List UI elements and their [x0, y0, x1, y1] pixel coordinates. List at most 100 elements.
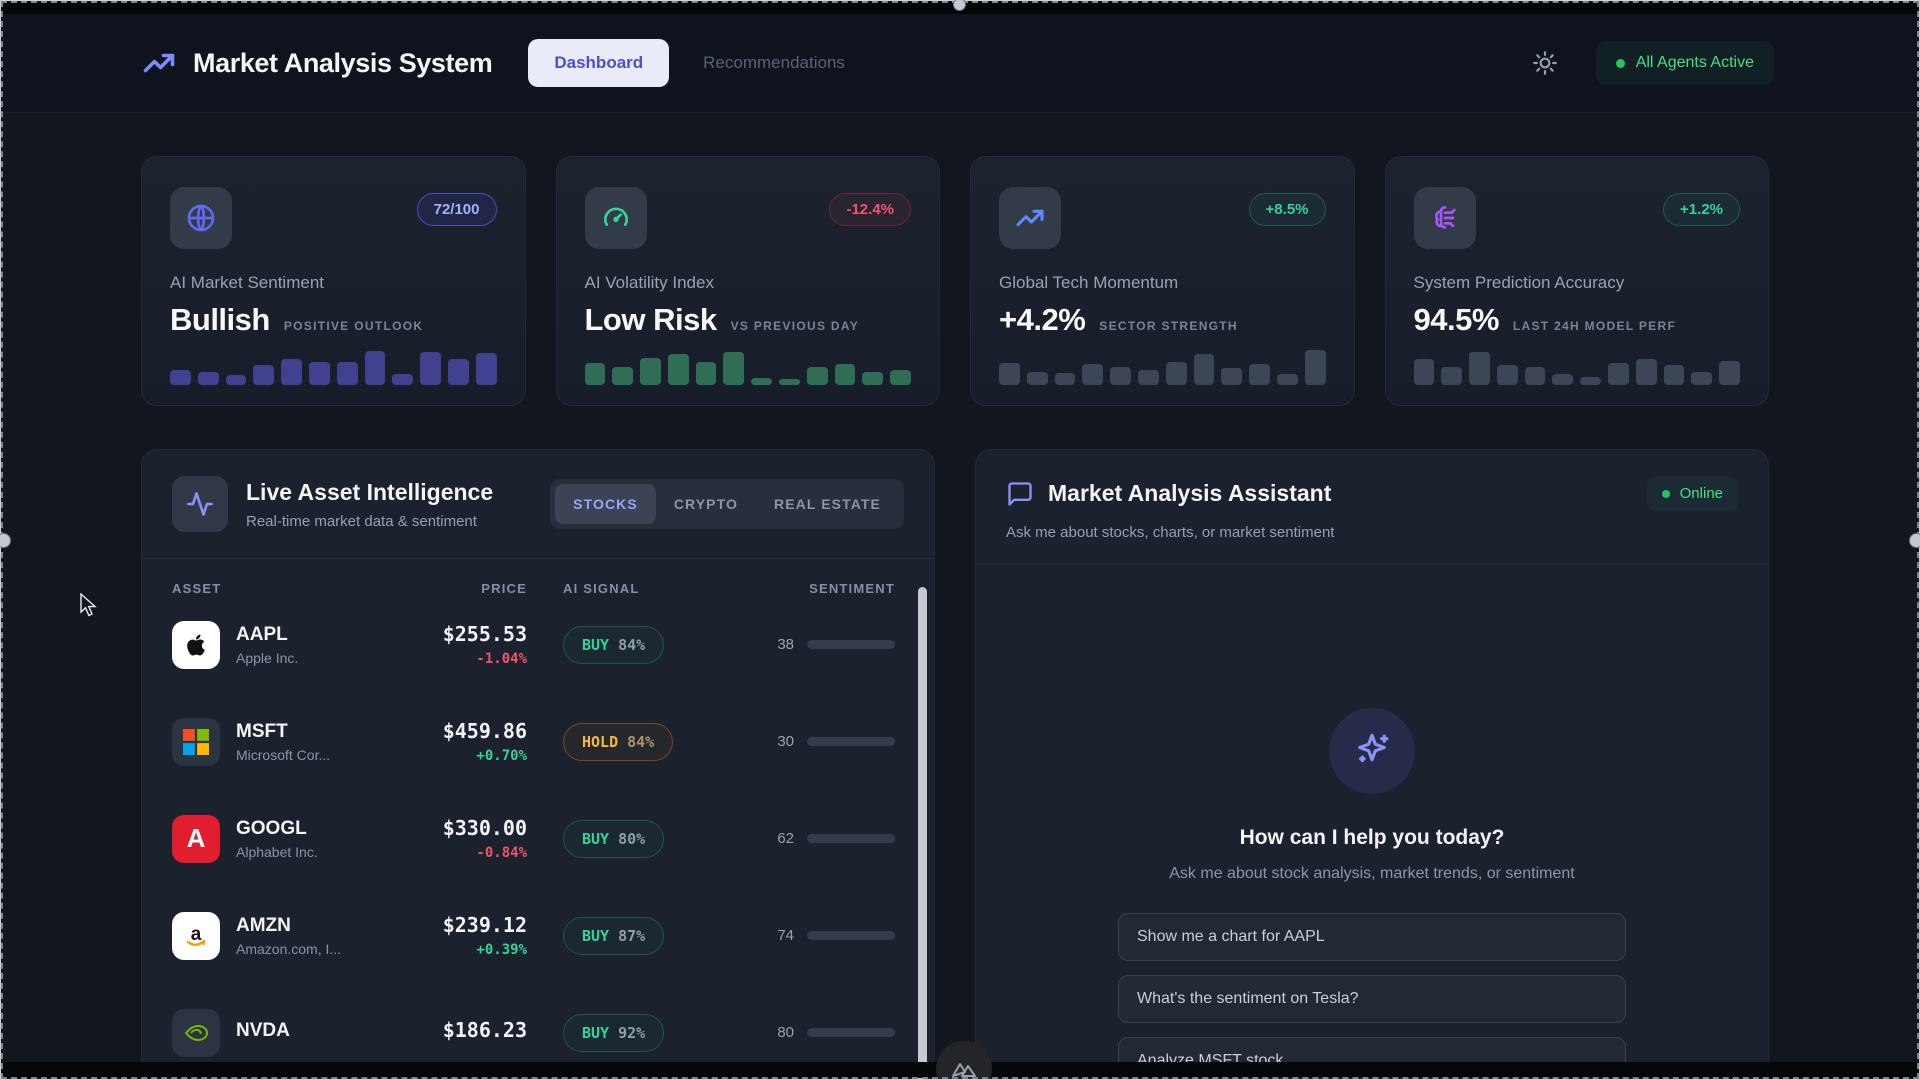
panel-title: Live Asset Intelligence: [246, 478, 494, 505]
sentiment-value: 30: [777, 733, 794, 750]
price-change: -0.84%: [476, 845, 527, 861]
mini-bar-chart: [584, 341, 912, 385]
mini-bar-chart: [999, 341, 1326, 385]
live-asset-panel: Live Asset Intelligence Real-time market…: [141, 449, 935, 1079]
card-badge: 72/100: [416, 193, 497, 226]
table-row[interactable]: a AMZN Amazon.com, I... $239.12 +0.39%: [142, 887, 934, 984]
card-label: AI Market Sentiment: [170, 273, 325, 292]
signal-label: BUY: [582, 1023, 610, 1042]
table-scrollbar[interactable]: [918, 587, 927, 1079]
table-row[interactable]: NVDA $186.23 BUY 92% 80: [142, 984, 934, 1079]
recorder-watermark[interactable]: [936, 1041, 992, 1079]
assistant-panel: Market Analysis Assistant Online Ask me …: [975, 449, 1769, 1079]
sentiment-value: 62: [777, 830, 794, 847]
googl-logo: A: [172, 814, 220, 863]
stat-cards-row: 72/100 AI Market Sentiment Bullish POSIT…: [141, 156, 1769, 406]
signal-pill: BUY 84%: [563, 625, 665, 664]
card-sublabel: LAST 24H MODEL PERF: [1512, 319, 1677, 333]
trending-up-logo-icon: [143, 53, 175, 73]
card-badge: -12.4%: [829, 193, 911, 226]
signal-confidence: 87%: [618, 926, 646, 945]
asset-symbol: AAPL: [236, 623, 288, 645]
sentiment-bar: [807, 834, 895, 843]
card-sublabel: SECTOR STRENGTH: [1099, 319, 1238, 333]
card-system-prediction-accuracy: +1.2% System Prediction Accuracy 94.5% L…: [1384, 156, 1769, 406]
col-asset: ASSET: [172, 581, 222, 596]
signal-label: HOLD: [582, 732, 619, 751]
gauge-icon: [584, 187, 647, 249]
theme-toggle-sun-icon[interactable]: [1532, 50, 1558, 76]
mini-bar-chart: [170, 341, 497, 385]
trending-up-icon: [999, 187, 1061, 249]
asset-symbol: GOOGL: [236, 817, 307, 839]
price-change: -1.04%: [476, 651, 527, 667]
signal-label: BUY: [582, 635, 610, 654]
mouse-cursor: [80, 593, 97, 617]
tab-stocks[interactable]: STOCKS: [555, 484, 656, 524]
nav-dashboard[interactable]: Dashboard: [528, 39, 670, 87]
card-value: 94.5%: [1413, 302, 1500, 337]
table-row[interactable]: AAPL Apple Inc. $255.53 -1.04% BUY 84% 3…: [142, 596, 934, 693]
table-row[interactable]: MSFT Microsoft Cor... $459.86 +0.70% HOL…: [142, 693, 934, 790]
card-sublabel: VS PREVIOUS DAY: [730, 319, 860, 333]
resize-handle-right[interactable]: [1909, 533, 1920, 548]
sentiment-value: 80: [777, 1024, 794, 1041]
suggestion-chart-aapl[interactable]: Show me a chart for AAPL: [1118, 913, 1626, 961]
table-row[interactable]: A GOOGL Alphabet Inc. $330.00 -0.84% BUY…: [142, 790, 934, 887]
card-badge: +1.2%: [1663, 193, 1740, 226]
signal-label: BUY: [582, 926, 610, 945]
col-ai-signal: AI SIGNAL: [563, 581, 640, 596]
sentiment-bar: [807, 931, 895, 940]
signal-label: BUY: [582, 829, 610, 848]
nav-recommendations[interactable]: Recommendations: [703, 53, 845, 72]
nvda-logo: [172, 1008, 220, 1057]
asset-price: $459.86: [442, 719, 527, 743]
activity-pulse-icon: [172, 476, 228, 532]
tab-real-estate[interactable]: REAL ESTATE: [774, 496, 881, 512]
resize-handle-top[interactable]: [953, 0, 966, 11]
suggestion-list: Show me a chart for AAPL What's the sent…: [976, 913, 1768, 1079]
signal-pill: BUY 80%: [563, 819, 665, 858]
asset-company: Amazon.com, I...: [236, 940, 342, 957]
app-header: Market Analysis System Dashboard Recomme…: [1, 14, 1919, 113]
agents-status-badge: All Agents Active: [1595, 41, 1774, 85]
mini-bar-chart: [1413, 341, 1741, 385]
asset-symbol: MSFT: [236, 720, 288, 742]
asset-class-tabs: STOCKS CRYPTO REAL ESTATE: [550, 479, 904, 529]
resize-handle-left[interactable]: [0, 533, 11, 548]
agents-status-label: All Agents Active: [1635, 54, 1754, 71]
online-badge: Online: [1646, 476, 1738, 511]
svg-text:a: a: [191, 924, 202, 945]
card-value: +4.2%: [999, 302, 1086, 337]
card-ai-volatility-index: -12.4% AI Volatility Index Low Risk VS P…: [555, 156, 940, 406]
card-value: Low Risk: [584, 302, 718, 337]
price-change: +0.70%: [476, 748, 527, 764]
card-sublabel: POSITIVE OUTLOOK: [283, 319, 424, 333]
asset-symbol: NVDA: [236, 1019, 290, 1041]
aapl-logo: [172, 620, 220, 669]
assistant-empty-state: How can I help you today? Ask me about s…: [976, 708, 1768, 1079]
sparkles-icon: [1329, 708, 1415, 794]
main-nav: Dashboard Recommendations: [528, 39, 871, 87]
asset-company: Microsoft Cor...: [236, 746, 331, 763]
panel-subtitle: Ask me about stocks, charts, or market s…: [1006, 524, 1335, 541]
panel-title: Market Analysis Assistant: [1048, 480, 1332, 506]
asset-symbol: AMZN: [236, 914, 291, 936]
signal-confidence: 92%: [618, 1023, 646, 1042]
signal-confidence: 80%: [618, 829, 646, 848]
signal-pill: HOLD 84%: [563, 722, 674, 761]
suggestion-sentiment-tesla[interactable]: What's the sentiment on Tesla?: [1118, 975, 1626, 1023]
online-dot-icon: [1661, 489, 1670, 498]
price-change: +0.39%: [476, 942, 527, 958]
table-header: ASSET PRICE AI SIGNAL SENTIMENT: [142, 581, 934, 596]
card-ai-market-sentiment: 72/100 AI Market Sentiment Bullish POSIT…: [141, 156, 526, 406]
asset-company: Alphabet Inc.: [236, 843, 318, 860]
card-label: AI Volatility Index: [584, 273, 714, 292]
status-dot-icon: [1615, 58, 1625, 68]
brain-icon: [1413, 187, 1476, 249]
col-price: PRICE: [481, 581, 527, 596]
card-global-tech-momentum: +8.5% Global Tech Momentum +4.2% SECTOR …: [970, 156, 1355, 406]
tab-crypto[interactable]: CRYPTO: [673, 496, 738, 512]
sentiment-bar: [807, 1028, 895, 1037]
